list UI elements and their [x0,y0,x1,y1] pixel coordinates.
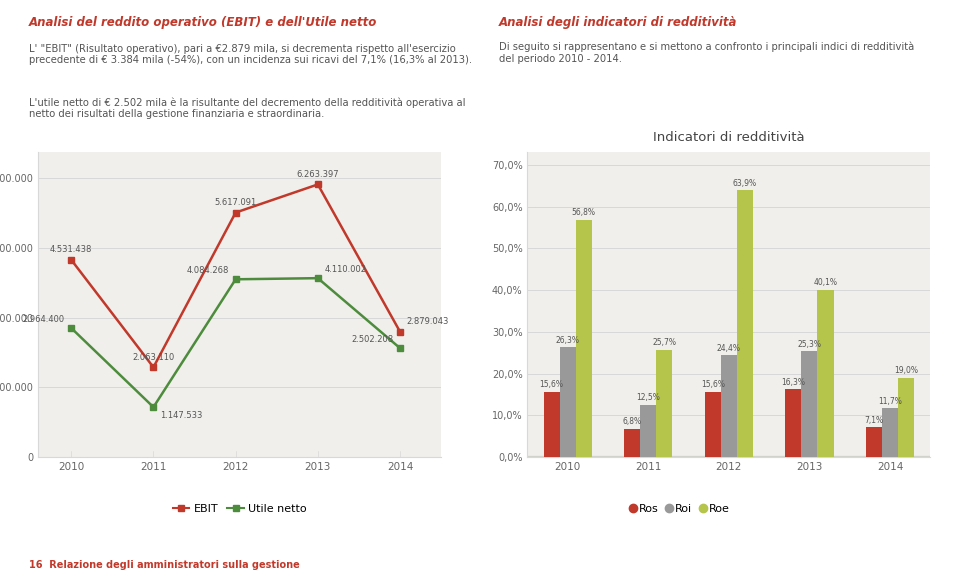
Text: 12,5%: 12,5% [637,393,660,403]
Text: 6.263.397: 6.263.397 [296,170,339,179]
Text: 15,6%: 15,6% [701,380,725,390]
Bar [705,392,721,457]
Bar [898,378,914,457]
Bar [575,220,592,457]
Text: 16  Relazione degli amministratori sulla gestione: 16 Relazione degli amministratori sulla … [29,560,299,570]
Text: 19,0%: 19,0% [894,366,918,375]
Text: 63,9%: 63,9% [733,179,757,188]
Text: 2.879.043: 2.879.043 [407,317,449,326]
Text: 4.531.438: 4.531.438 [50,245,92,254]
Text: Di seguito si rappresentano e si mettono a confronto i principali indici di redd: Di seguito si rappresentano e si mettono… [499,42,914,63]
Text: Analisi del reddito operativo (EBIT) e dell'Utile netto: Analisi del reddito operativo (EBIT) e d… [29,16,377,29]
Bar [737,190,753,457]
Text: 4.084.268: 4.084.268 [187,266,229,275]
Bar [560,347,575,457]
Text: L'utile netto di € 2.502 mila è la risultante del decremento della redditività o: L'utile netto di € 2.502 mila è la risul… [29,97,465,119]
Text: 25,7%: 25,7% [652,338,676,347]
Bar [624,429,641,457]
Text: 7,1%: 7,1% [864,416,883,425]
Bar [802,352,817,457]
Text: 2.063.110: 2.063.110 [132,353,175,362]
Bar [641,405,656,457]
Bar [544,392,560,457]
Text: 4.110.002: 4.110.002 [324,265,366,274]
Text: 56,8%: 56,8% [572,209,596,217]
Title: Indicatori di redditività: Indicatori di redditività [653,131,805,144]
Text: L' "EBIT" (Risultato operativo), pari a €2.879 mila, si decrementa rispetto all': L' "EBIT" (Risultato operativo), pari a … [29,43,472,65]
Bar [656,350,672,457]
Text: 25,3%: 25,3% [797,340,822,349]
Text: 24,4%: 24,4% [716,344,741,353]
Text: Analisi degli indicatori di redditività: Analisi degli indicatori di redditività [499,16,737,29]
Text: 15,6%: 15,6% [540,380,564,390]
Bar [527,456,930,461]
Bar [817,289,833,457]
Bar [721,355,737,457]
Bar [785,389,802,457]
Text: 26,3%: 26,3% [555,336,580,345]
Text: 6,8%: 6,8% [622,417,642,426]
Text: 5.617.091: 5.617.091 [215,198,257,207]
Bar [866,427,882,457]
Legend: Ros, Roi, Roe: Ros, Roi, Roe [626,500,735,519]
Text: 2.964.400: 2.964.400 [23,315,64,323]
Text: 2.502.208: 2.502.208 [351,335,393,344]
Bar [882,408,898,457]
Text: 16,3%: 16,3% [782,377,806,387]
Text: 11,7%: 11,7% [878,397,901,406]
Text: 1.147.533: 1.147.533 [160,411,202,420]
Text: 40,1%: 40,1% [813,278,837,287]
Legend: EBIT, Utile netto: EBIT, Utile netto [168,500,312,519]
